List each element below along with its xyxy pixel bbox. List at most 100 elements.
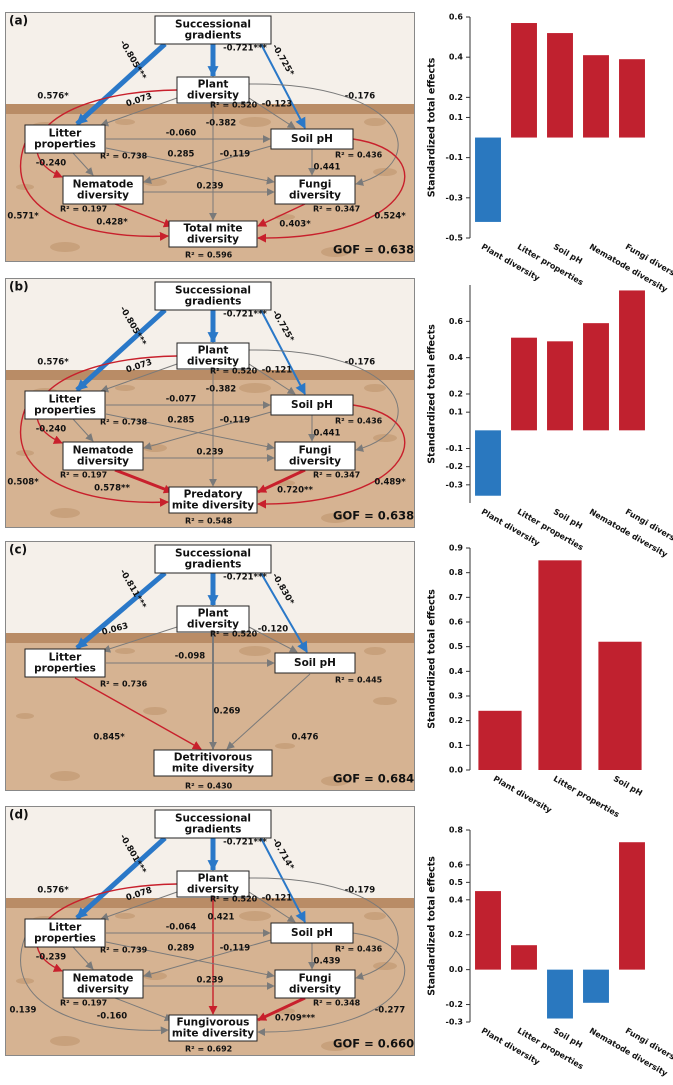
- pebble: [364, 647, 386, 655]
- path-coefficient: 0.239: [197, 182, 224, 192]
- path-coefficient: -0.382: [206, 385, 236, 395]
- bar: [511, 23, 537, 138]
- path-arrow: [114, 203, 173, 228]
- gof: GOF = 0.684: [333, 772, 414, 786]
- r-squared: R² = 0.436: [335, 417, 383, 426]
- node-label: Detritivorous: [174, 752, 252, 764]
- node-label: properties: [34, 139, 96, 151]
- node-label: diversity: [289, 984, 341, 996]
- r-squared: R² = 0.430: [185, 782, 233, 791]
- path-arrow: [72, 152, 94, 176]
- x-tick-label: Litter properties: [552, 774, 621, 819]
- y-tick-label: 0.7: [449, 593, 463, 602]
- node-label: properties: [34, 405, 96, 417]
- path-arrow: [248, 626, 298, 653]
- path-arrow: [248, 349, 399, 452]
- path-arrow: [72, 418, 94, 442]
- path-coefficient: -0.239: [36, 953, 66, 963]
- r-squared: R² = 0.739: [100, 946, 148, 955]
- sem-panel: (c) SuccessionalgradientsPlantdiversityR²…: [5, 541, 415, 791]
- node-label: Soil pH: [291, 927, 333, 939]
- path-coefficient: -0.240: [36, 425, 66, 435]
- pebble: [115, 385, 135, 391]
- node-label: mite diversity: [172, 1028, 254, 1040]
- y-tick-label: 0.0: [449, 965, 464, 974]
- node-box: [176, 342, 250, 370]
- path-arrow: [143, 411, 272, 450]
- r-squared: R² = 0.548: [185, 517, 233, 526]
- y-tick-label: 0.0: [449, 766, 464, 775]
- y-tick-label: 0.1: [449, 113, 464, 122]
- pebble: [50, 1036, 80, 1046]
- y-tick-label: 0.8: [449, 826, 464, 835]
- node-label: Plant: [198, 345, 229, 357]
- y-tick-label: 0.2: [449, 93, 463, 102]
- path-coefficient: 0.845*: [93, 733, 125, 743]
- node-box: [176, 870, 250, 898]
- path-arrow: [257, 404, 406, 509]
- y-tick-label: 0.4: [449, 353, 464, 362]
- node-label: diversity: [187, 884, 239, 896]
- path-arrow: [248, 97, 296, 129]
- pebble: [373, 434, 397, 442]
- node-label: diversity: [187, 234, 239, 246]
- node-box: [154, 809, 272, 839]
- path-coefficient: -0.077: [166, 395, 196, 405]
- path-coefficient: 0.576*: [37, 886, 69, 896]
- path-coefficient: 0.441: [314, 429, 341, 439]
- path-coefficient: 0.239: [197, 976, 224, 986]
- bar: [619, 59, 645, 138]
- path-arrow: [100, 891, 178, 921]
- path-coefficient: -0.160: [97, 1012, 127, 1022]
- node-label: Fungi: [299, 973, 332, 985]
- y-tick-label: 0.2: [449, 716, 463, 725]
- node-box: [274, 969, 356, 999]
- path-coefficient: -0.064: [166, 923, 196, 933]
- node-label: diversity: [187, 619, 239, 631]
- path-coefficient: -0.277: [375, 1006, 405, 1016]
- gof: GOF = 0.638: [333, 509, 414, 523]
- node-box: [24, 648, 106, 678]
- pebble: [275, 743, 295, 749]
- path-arrow: [257, 468, 306, 494]
- node-label: properties: [34, 933, 96, 945]
- path-coefficient: -0.176: [345, 92, 375, 102]
- soil-band: [5, 104, 415, 114]
- path-arrow: [143, 145, 272, 184]
- path-arrow: [100, 363, 178, 393]
- path-coefficient: 0.289: [168, 944, 195, 954]
- r-squared: R² = 0.596: [185, 251, 233, 260]
- path-coefficient: 0.403*: [279, 220, 311, 230]
- r-squared: R² = 0.436: [335, 945, 383, 954]
- node-box: [62, 175, 144, 205]
- pebble: [50, 771, 80, 781]
- path-arrow: [248, 891, 296, 923]
- node-label: diversity: [77, 190, 129, 202]
- node-label: gradients: [185, 30, 242, 42]
- pebble: [239, 117, 271, 127]
- y-tick-label: -0.1: [446, 444, 464, 453]
- r-squared: R² = 0.347: [313, 471, 360, 480]
- path-arrow: [75, 42, 167, 126]
- panel-label: (d): [9, 808, 29, 822]
- path-coefficient: 0.285: [168, 150, 195, 160]
- pebble: [239, 646, 271, 656]
- path-coefficient: -0.721***: [223, 573, 267, 583]
- bar: [475, 430, 501, 496]
- node-box: [154, 15, 272, 45]
- node-label: Soil pH: [294, 657, 336, 669]
- path-coefficient: 0.720**: [277, 486, 313, 496]
- path-coefficient: 0.285: [168, 416, 195, 426]
- node-label: gradients: [185, 296, 242, 308]
- path-arrow: [260, 43, 306, 129]
- y-axis-label: Standardized total effects: [427, 57, 438, 197]
- node-box: [274, 441, 356, 471]
- node-label: Fungi: [299, 179, 332, 191]
- path-arrow: [72, 946, 94, 970]
- r-squared: R² = 0.520: [210, 101, 258, 110]
- r-squared: R² = 0.197: [60, 471, 107, 480]
- path-arrow: [257, 138, 406, 243]
- node-label: Predatory: [184, 489, 243, 501]
- node-box: [274, 175, 356, 205]
- pebble: [373, 168, 397, 176]
